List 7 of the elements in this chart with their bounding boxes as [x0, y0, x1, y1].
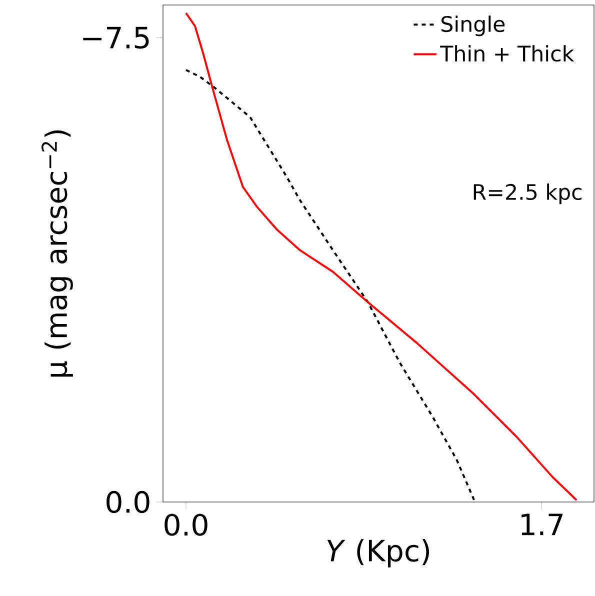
legend-label: Single: [442, 16, 505, 36]
x-axis-title: Y (Kpc): [327, 539, 430, 568]
y-axis-title: μ (mag arcsec$^{−2}$): [42, 130, 73, 377]
y-tick-label: −7.5: [83, 26, 149, 49]
legend-label: Thin + Thick: [440, 45, 574, 62]
annotation: R=2.5 kpc: [474, 184, 582, 204]
x-tick-label: 1.7: [522, 514, 563, 536]
